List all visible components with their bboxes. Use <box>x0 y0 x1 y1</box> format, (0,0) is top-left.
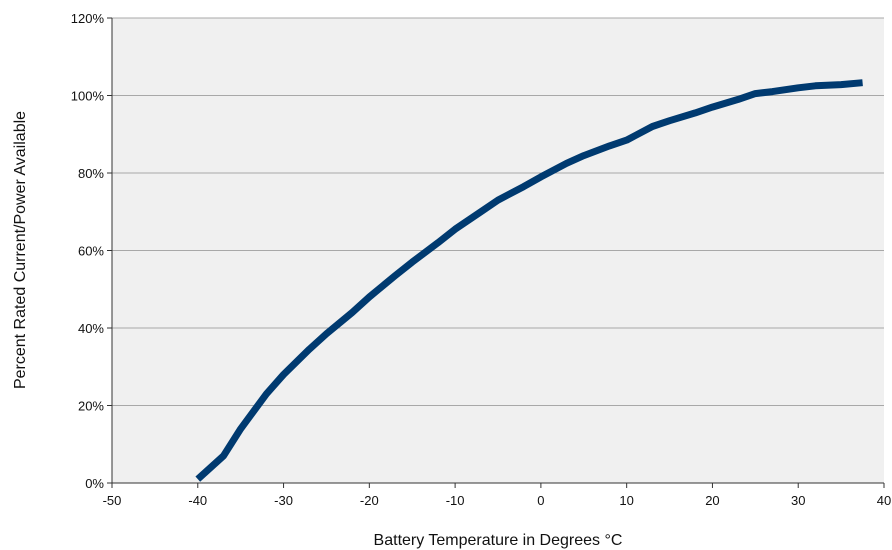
series-layer <box>195 79 863 482</box>
x-tick-label: 30 <box>791 493 805 508</box>
y-tick-label: 40% <box>78 321 104 336</box>
x-axis-ticks: -50 -40 -30 -20 -10 0 10 20 30 40 <box>103 483 891 508</box>
y-axis-title: Percent Rated Current/Power Available <box>12 111 29 389</box>
x-tick-label: 0 <box>537 493 544 508</box>
x-tick-label: 20 <box>705 493 719 508</box>
y-tick-label: 20% <box>78 399 104 414</box>
gridlines <box>112 17 884 406</box>
x-tick-label: -40 <box>188 493 207 508</box>
y-axis-ticks: 0% 20% 40% 60% 80% 100% 120% <box>71 11 112 491</box>
series-line <box>195 79 863 482</box>
x-tick-label: -50 <box>103 493 122 508</box>
x-tick-label: 10 <box>619 493 633 508</box>
y-tick-label: 80% <box>78 166 104 181</box>
y-tick-label: 60% <box>78 244 104 259</box>
x-tick-label: 40 <box>877 493 891 508</box>
y-tick-label: 0% <box>85 476 104 491</box>
x-tick-label: -20 <box>360 493 379 508</box>
y-tick-label: 100% <box>71 89 105 104</box>
x-tick-label: -30 <box>274 493 293 508</box>
x-axis-title: Battery Temperature in Degrees °C <box>374 532 623 549</box>
y-tick-label: 120% <box>71 11 105 26</box>
x-tick-label: -10 <box>446 493 465 508</box>
